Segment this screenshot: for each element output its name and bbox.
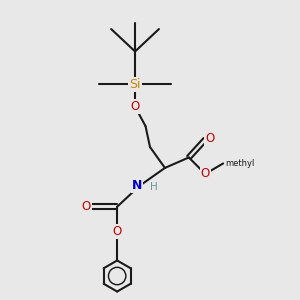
Text: O: O xyxy=(205,132,214,145)
Text: Si: Si xyxy=(129,78,141,91)
Text: O: O xyxy=(112,225,122,238)
Text: O: O xyxy=(201,167,210,180)
Text: methyl: methyl xyxy=(226,159,255,168)
Text: O: O xyxy=(130,100,140,113)
Text: O: O xyxy=(82,200,91,213)
Text: N: N xyxy=(132,179,142,192)
Text: H: H xyxy=(150,182,158,192)
